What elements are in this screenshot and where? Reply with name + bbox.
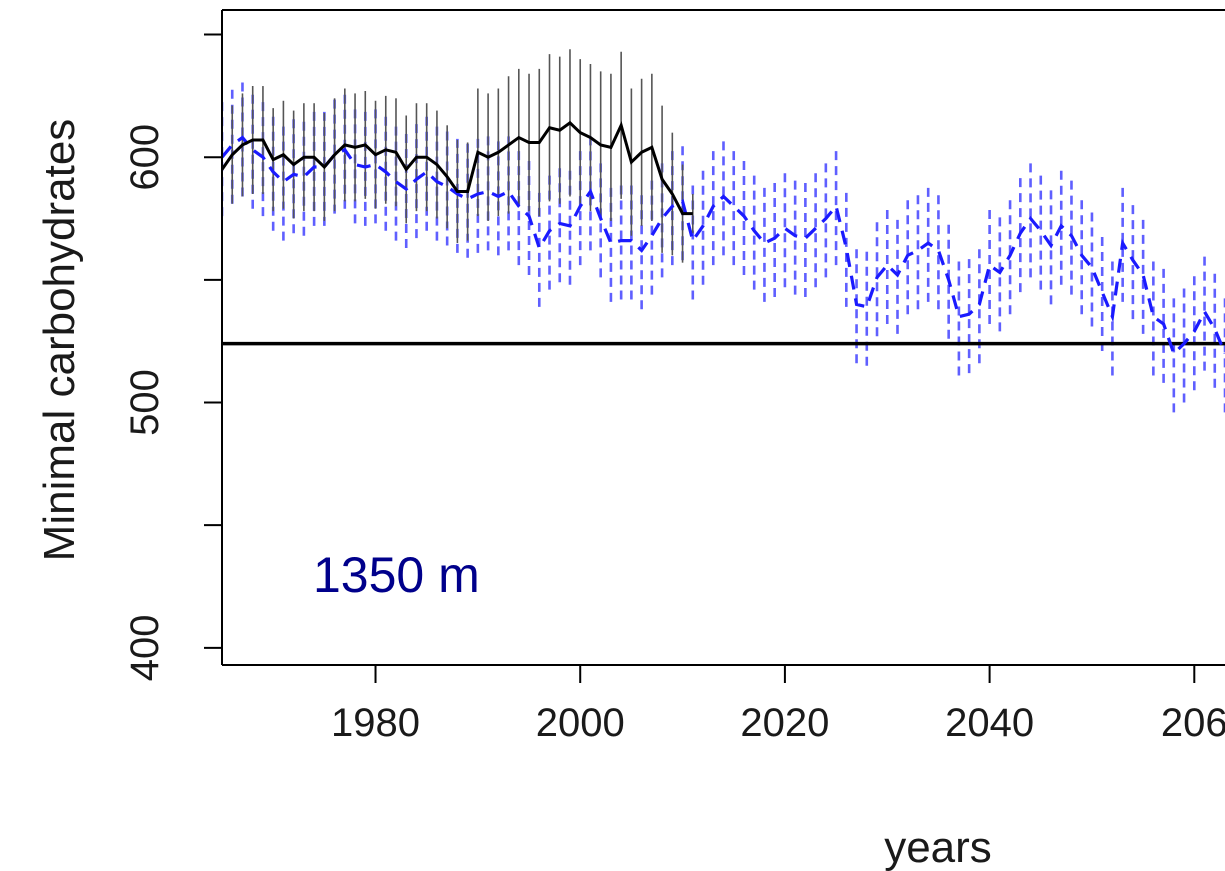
y-tick-label-500: 500 (123, 369, 167, 436)
y-tick-label-600: 600 (123, 124, 167, 191)
site-elevation-annotation: 1350 m (313, 547, 480, 603)
x-axis-title: years (884, 823, 992, 871)
x-tick-label-2000: 2000 (536, 701, 625, 745)
projected-mean-line (222, 135, 1225, 357)
y-tick-label-400: 400 (123, 614, 167, 681)
x-tick-label-2060: 206 (1161, 701, 1225, 745)
observed-mean-line (222, 120, 693, 216)
x-tick-label-1980: 1980 (331, 701, 420, 745)
x-tick-label-2020: 2020 (740, 701, 829, 745)
y-axis-title: Minimal carbohydrates (35, 119, 84, 562)
x-tick-label-2040: 2040 (945, 701, 1034, 745)
